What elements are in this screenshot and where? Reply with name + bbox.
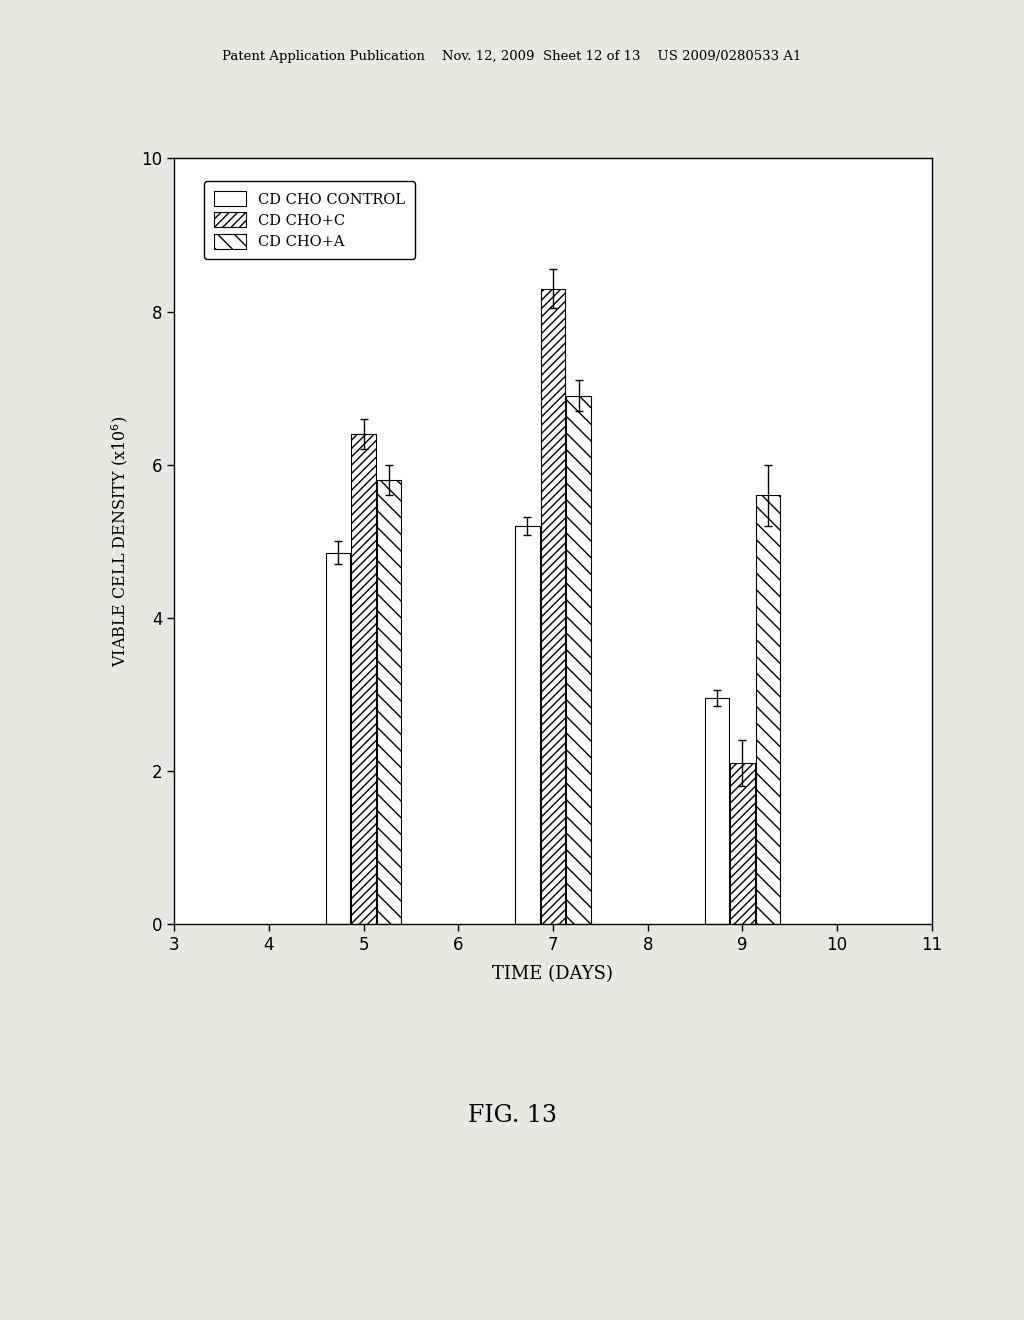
Bar [705,698,729,924]
Bar [730,763,755,924]
Legend: CD CHO CONTROL, CD CHO+C, CD CHO+A: CD CHO CONTROL, CD CHO+C, CD CHO+A [204,181,416,259]
Bar [566,396,591,924]
Bar [326,553,350,924]
Text: FIG. 13: FIG. 13 [468,1104,556,1127]
Bar [515,525,540,924]
Bar [377,480,401,924]
X-axis label: TIME (DAYS): TIME (DAYS) [493,965,613,983]
Y-axis label: VIABLE CELL DENSITY (x10$^6$): VIABLE CELL DENSITY (x10$^6$) [110,416,130,667]
Text: Patent Application Publication    Nov. 12, 2009  Sheet 12 of 13    US 2009/02805: Patent Application Publication Nov. 12, … [222,50,802,63]
Bar [351,434,376,924]
Bar [756,495,780,924]
Bar [541,289,565,924]
